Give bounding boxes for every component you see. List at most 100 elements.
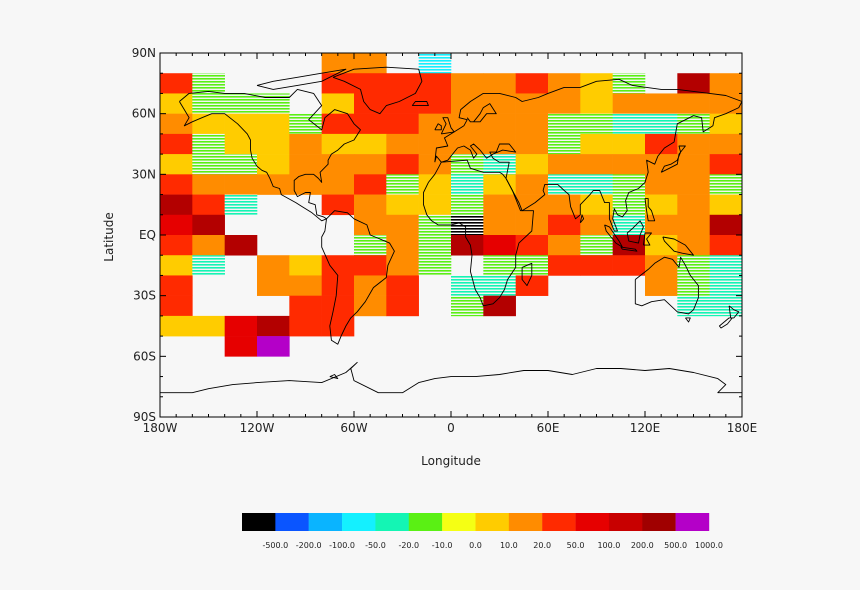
map-cell bbox=[160, 93, 193, 114]
map-cell bbox=[709, 174, 743, 195]
map-cell bbox=[483, 93, 516, 114]
map-cell bbox=[160, 113, 193, 135]
colorbar-swatch bbox=[542, 513, 576, 531]
map-cell bbox=[192, 214, 225, 236]
map-cell bbox=[257, 133, 290, 155]
map-cell bbox=[321, 113, 355, 135]
map-cell bbox=[548, 93, 581, 114]
coastline-path bbox=[642, 232, 652, 246]
map-cell bbox=[257, 275, 290, 296]
coastline-path bbox=[411, 101, 429, 107]
data-cells bbox=[160, 53, 743, 357]
colorbar-label: -20.0 bbox=[398, 541, 419, 550]
map-cell bbox=[612, 194, 646, 216]
map-cell bbox=[321, 73, 355, 94]
map-cell bbox=[515, 133, 549, 155]
map-cell bbox=[257, 315, 290, 337]
map-cell bbox=[224, 133, 258, 155]
map-cell bbox=[160, 315, 193, 337]
map-cell bbox=[483, 275, 516, 296]
map-cell bbox=[386, 174, 419, 195]
map-cell bbox=[418, 214, 452, 236]
map-cell bbox=[483, 194, 516, 216]
coastline-path bbox=[466, 103, 497, 123]
map-cell bbox=[354, 113, 387, 135]
map-cell bbox=[224, 336, 258, 357]
map-cell bbox=[677, 295, 710, 317]
lat-tick-label: 30S bbox=[133, 289, 156, 303]
colorbar-swatch bbox=[508, 513, 543, 531]
map-cell bbox=[483, 73, 516, 94]
colorbar-swatch bbox=[375, 513, 409, 531]
map-cell bbox=[192, 315, 225, 337]
colorbar-swatch bbox=[342, 513, 376, 531]
map-cell bbox=[709, 255, 743, 276]
map-cell bbox=[418, 133, 452, 155]
map-cell bbox=[160, 73, 193, 94]
map-cell bbox=[483, 214, 516, 236]
colorbar-swatch bbox=[575, 513, 610, 531]
map-cell bbox=[386, 113, 419, 135]
axis-ticks: 180W 120W 60W 0 60E 120E 180E 90N 60N 30N EQ 30S 60S… bbox=[132, 46, 758, 435]
map-cell bbox=[515, 73, 549, 94]
map-cell bbox=[548, 113, 581, 135]
lon-tick-label: 60E bbox=[537, 421, 560, 435]
colorbar-label: 20.0 bbox=[533, 541, 551, 550]
colorbar-label: 0.0 bbox=[469, 541, 482, 550]
map-cell bbox=[645, 275, 678, 296]
map-cell bbox=[418, 174, 452, 195]
lon-tick-label: 180E bbox=[727, 421, 758, 435]
coastline-path bbox=[440, 117, 455, 135]
coastline-path bbox=[685, 317, 691, 323]
map-cell bbox=[483, 255, 516, 276]
colorbar-label: -50.0 bbox=[365, 541, 386, 550]
map-cell bbox=[548, 235, 581, 256]
map-cell bbox=[321, 315, 355, 337]
map-cell bbox=[289, 113, 322, 135]
map-cell bbox=[289, 275, 322, 296]
map-cell bbox=[386, 295, 419, 317]
colorbar-swatch bbox=[308, 513, 343, 531]
map-cell bbox=[386, 255, 419, 276]
map-cell bbox=[321, 174, 355, 195]
colorbar-label: -200.0 bbox=[296, 541, 322, 550]
map-cell bbox=[354, 93, 387, 114]
map-cell bbox=[192, 154, 225, 175]
lon-tick-label: 120E bbox=[630, 421, 661, 435]
map-cell bbox=[645, 194, 678, 216]
coastline-path bbox=[160, 361, 742, 394]
map-cell bbox=[451, 275, 484, 296]
map-cell bbox=[321, 275, 355, 296]
map-cell bbox=[192, 73, 225, 94]
map-cell bbox=[483, 174, 516, 195]
map-cell bbox=[677, 255, 710, 276]
map-cell bbox=[289, 315, 322, 337]
map-cell bbox=[515, 93, 549, 114]
x-axis-label: Longitude bbox=[421, 454, 481, 468]
coastline-path bbox=[329, 374, 339, 380]
map-cell bbox=[451, 295, 484, 317]
map-cell bbox=[709, 194, 743, 216]
map-cell bbox=[160, 133, 193, 155]
map-cell bbox=[580, 255, 613, 276]
map-cell bbox=[354, 174, 387, 195]
map-cell bbox=[192, 174, 225, 195]
map-cell bbox=[354, 255, 387, 276]
y-axis-label: Latitude bbox=[102, 212, 116, 261]
colorbar-label: -500.0 bbox=[262, 541, 288, 550]
map-cell bbox=[677, 275, 710, 296]
map-cell bbox=[160, 174, 193, 195]
map-cell bbox=[321, 154, 355, 175]
lon-tick-label: 120W bbox=[240, 421, 275, 435]
coastline-path bbox=[660, 145, 686, 173]
map-cell bbox=[321, 295, 355, 317]
map-cell bbox=[451, 133, 484, 155]
map-cell bbox=[677, 133, 710, 155]
map-cell bbox=[548, 133, 581, 155]
map-cell bbox=[192, 235, 225, 256]
colorbar-swatch bbox=[242, 513, 276, 531]
map-cell bbox=[192, 133, 225, 155]
coastline-path bbox=[579, 214, 585, 224]
map-cell bbox=[483, 235, 516, 256]
map-cell bbox=[451, 235, 484, 256]
